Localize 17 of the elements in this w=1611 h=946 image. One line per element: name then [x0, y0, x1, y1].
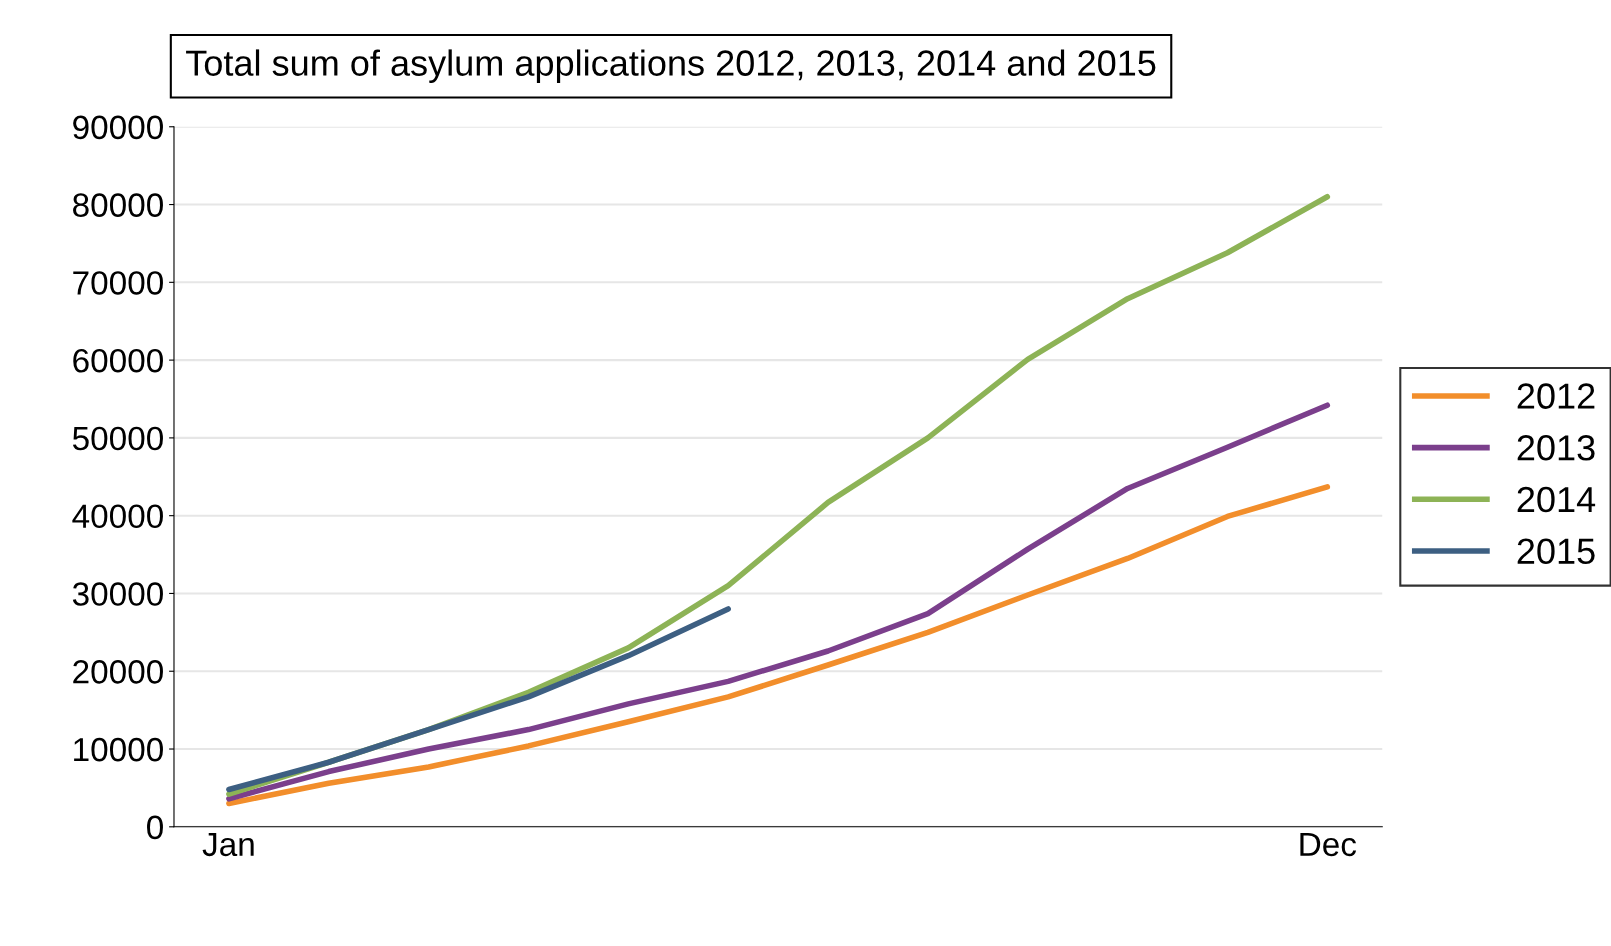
- y-tick-label: 70000: [73, 271, 163, 295]
- x-tick-label: Dec: [1300, 832, 1357, 857]
- y-tick-label: 20000: [73, 660, 163, 684]
- y-tick-label: 80000: [73, 193, 163, 217]
- legend-label: 2012: [1517, 383, 1595, 409]
- y-tick-label: 40000: [72, 504, 163, 529]
- chart-title: Total sum of asylum applications 2012, 2013, 2014 and 2015: [186, 49, 1156, 84]
- legend-label: 2014: [1517, 486, 1596, 513]
- legend-label: 2013: [1517, 435, 1595, 461]
- y-tick-label: 90000: [73, 115, 163, 140]
- x-tick-label: Jan: [202, 832, 254, 857]
- y-tick-label: 60000: [73, 348, 163, 373]
- y-tick-label: 0: [147, 815, 163, 840]
- y-tick-label: 30000: [72, 582, 163, 606]
- y-tick-label: 50000: [72, 426, 163, 451]
- legend-label: 2015: [1517, 538, 1595, 565]
- y-tick-label: 10000: [74, 737, 163, 762]
